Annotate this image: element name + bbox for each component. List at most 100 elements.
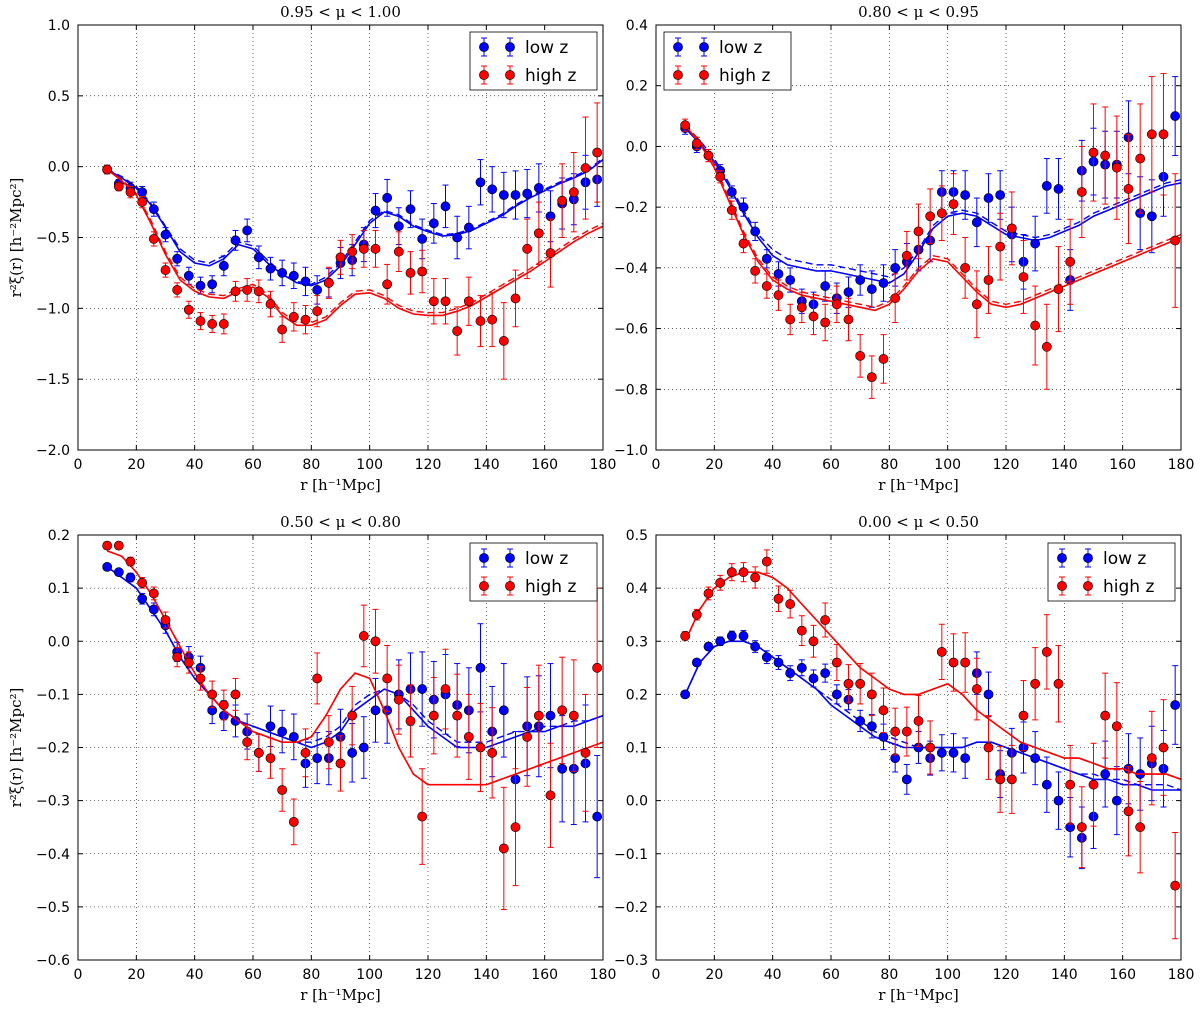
legend-box (469, 542, 598, 602)
data-point (785, 668, 796, 679)
data-point (440, 296, 451, 307)
y-tick-label: −0.2 (614, 200, 648, 216)
data-point (452, 232, 463, 243)
legend-entry-high-z: high z (673, 65, 770, 86)
data-point (557, 705, 568, 716)
data-point (113, 181, 124, 192)
legend-marker (505, 70, 515, 80)
data-point (160, 265, 171, 275)
legend-marker (479, 42, 489, 52)
data-point (580, 163, 591, 173)
data-point (137, 593, 148, 604)
data-point (487, 184, 498, 195)
legend-marker (673, 42, 683, 52)
data-point (773, 657, 784, 668)
data-point (113, 540, 124, 551)
plot-area (680, 549, 1181, 940)
model-line-dashed (684, 571, 1181, 781)
chart-title: 0.50 < μ < 0.80 (280, 513, 401, 531)
data-point (878, 731, 889, 742)
data-point (866, 689, 877, 700)
legend-box (1047, 542, 1176, 602)
x-tick-label: 120 (415, 457, 442, 473)
data-point (207, 689, 218, 700)
data-point (557, 195, 568, 206)
data-point (125, 187, 136, 198)
data-point (277, 268, 288, 278)
data-point (265, 263, 276, 274)
y-tick-label: −1.5 (36, 372, 70, 388)
data-point (265, 753, 276, 764)
data-point (761, 652, 772, 663)
data-point (510, 190, 521, 200)
data-point (808, 636, 819, 647)
x-tick-label: 40 (186, 967, 204, 983)
data-point (207, 279, 218, 290)
x-tick-label: 100 (934, 967, 961, 983)
data-point (393, 246, 404, 257)
y-tick-label: 0.4 (626, 581, 648, 597)
model-line-dashed (684, 124, 1181, 309)
legend-marker (699, 70, 709, 80)
data-point (312, 753, 323, 764)
legend-label: low z (525, 549, 568, 569)
data-point (1088, 779, 1099, 790)
data-point (1018, 710, 1029, 721)
y-tick-label: −0.3 (614, 953, 648, 969)
legend-marker (479, 553, 489, 563)
data-point (936, 747, 947, 758)
data-point (1100, 710, 1111, 721)
y-tick-label: 0.0 (626, 794, 648, 810)
data-point (726, 205, 737, 216)
y-tick-label: −0.3 (36, 794, 70, 810)
data-point (995, 774, 1006, 785)
data-point (487, 747, 498, 758)
data-point (866, 284, 877, 295)
data-point (820, 317, 831, 328)
series-high-z (680, 73, 1181, 399)
data-point (580, 747, 591, 758)
data-point (417, 811, 428, 822)
data-point (1030, 753, 1041, 764)
series-high-z (102, 540, 603, 911)
data-point (1170, 235, 1181, 246)
data-point (475, 316, 486, 326)
data-point (1030, 320, 1041, 331)
data-point (901, 726, 912, 737)
data-point (1030, 238, 1041, 249)
x-tick-label: 60 (244, 457, 262, 473)
data-point (148, 604, 159, 615)
data-point (1123, 184, 1134, 194)
data-point (592, 811, 603, 822)
x-tick-label: 100 (934, 457, 961, 473)
data-point (960, 262, 971, 273)
y-tick-label: 0.2 (626, 687, 648, 703)
x-tick-label: 160 (531, 967, 558, 983)
x-tick-label: 100 (356, 967, 383, 983)
data-point (405, 204, 416, 215)
data-point (948, 747, 959, 758)
data-point (855, 275, 866, 285)
data-point (370, 243, 381, 254)
data-point (925, 211, 936, 222)
data-point (983, 689, 994, 700)
data-point (452, 326, 463, 336)
data-point (1053, 184, 1064, 194)
data-point (820, 615, 831, 625)
y-tick-label: −0.1 (614, 847, 648, 863)
data-point (1053, 678, 1064, 689)
data-point (831, 689, 842, 700)
data-point (796, 662, 807, 673)
data-point (405, 716, 416, 726)
data-point (878, 354, 889, 364)
x-axis-label: r [h⁻¹Mpc] (878, 476, 959, 494)
data-point (183, 657, 194, 668)
data-point (510, 822, 521, 833)
data-point (160, 229, 171, 240)
chart-title: 0.80 < μ < 0.95 (858, 3, 979, 21)
data-point (347, 747, 358, 758)
x-tick-label: 180 (590, 457, 617, 473)
data-point (960, 753, 971, 764)
data-point (808, 673, 819, 684)
data-point (1170, 700, 1181, 710)
